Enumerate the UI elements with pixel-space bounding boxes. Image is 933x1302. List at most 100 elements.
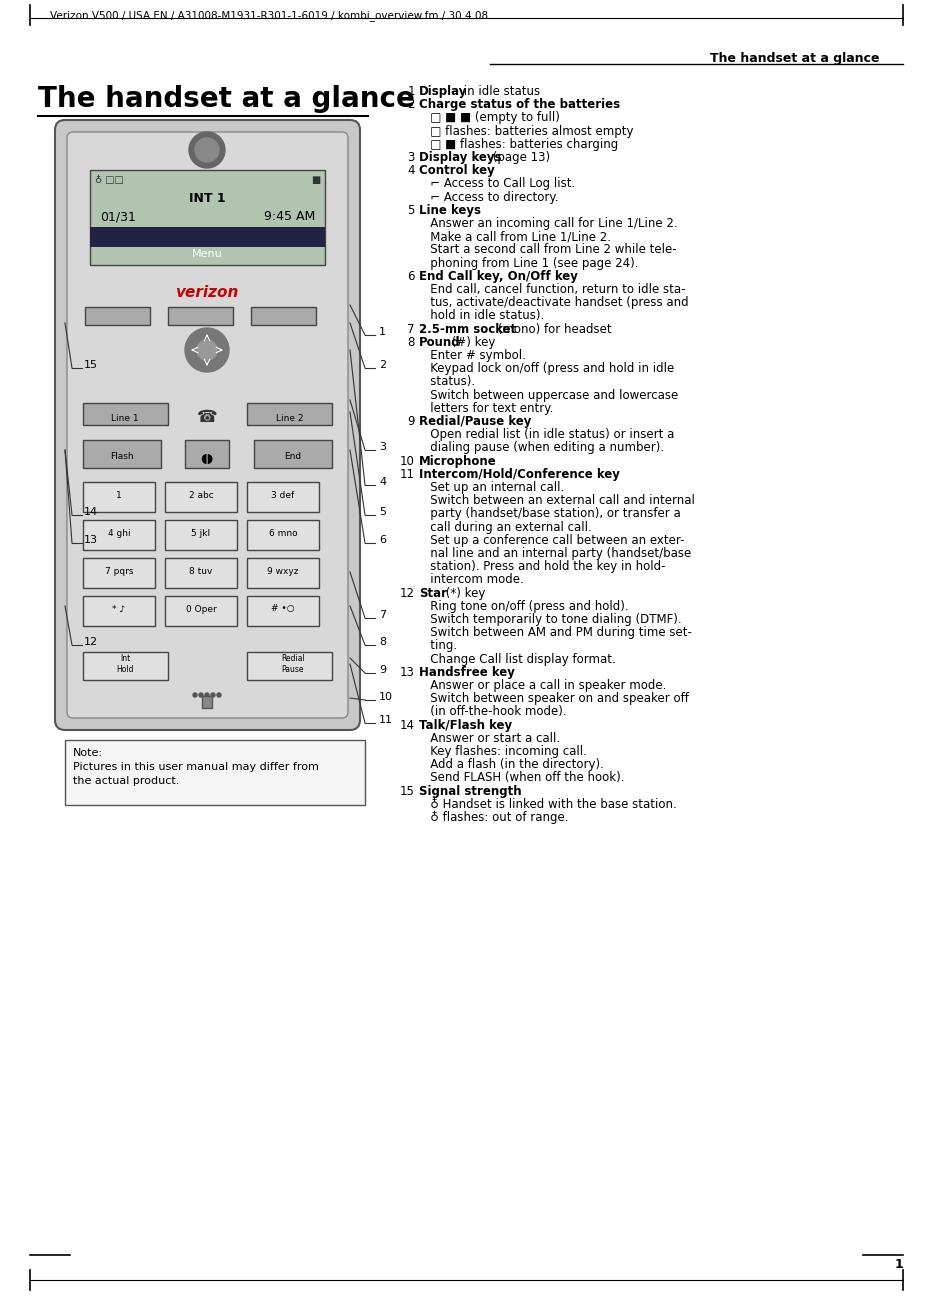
Text: Open redial list (in idle status) or insert a: Open redial list (in idle status) or ins… bbox=[419, 428, 675, 441]
Text: INT 1: INT 1 bbox=[188, 191, 225, 204]
Text: Charge status of the batteries: Charge status of the batteries bbox=[419, 98, 620, 111]
Text: Redial
Pause: Redial Pause bbox=[281, 655, 305, 673]
Text: The handset at a glance: The handset at a glance bbox=[38, 85, 415, 113]
Text: Send FLASH (when off the hook).: Send FLASH (when off the hook). bbox=[419, 771, 624, 784]
Text: 4 ghi: 4 ghi bbox=[107, 529, 131, 538]
Text: 9:45 AM: 9:45 AM bbox=[264, 210, 315, 223]
Text: (in off-the-hook mode).: (in off-the-hook mode). bbox=[419, 706, 566, 719]
Text: ◖◗: ◖◗ bbox=[201, 452, 214, 465]
FancyBboxPatch shape bbox=[55, 120, 360, 730]
Circle shape bbox=[217, 693, 221, 697]
Text: 6: 6 bbox=[408, 270, 415, 283]
Text: 2.5-mm socket: 2.5-mm socket bbox=[419, 323, 516, 336]
Text: status).: status). bbox=[419, 375, 475, 388]
Text: 7: 7 bbox=[408, 323, 415, 336]
Text: 8 tuv: 8 tuv bbox=[189, 566, 213, 575]
Text: ⌐ Access to Call Log list.: ⌐ Access to Call Log list. bbox=[419, 177, 576, 190]
Text: 9: 9 bbox=[408, 415, 415, 428]
Text: ■: ■ bbox=[311, 174, 320, 185]
Circle shape bbox=[185, 328, 229, 372]
Text: Menu: Menu bbox=[191, 249, 222, 259]
Text: □ ■ ■ (empty to full): □ ■ ■ (empty to full) bbox=[419, 112, 560, 125]
Text: Set up an internal call.: Set up an internal call. bbox=[419, 480, 564, 493]
Text: Switch between speaker on and speaker off: Switch between speaker on and speaker of… bbox=[419, 693, 689, 706]
Bar bbox=[83, 404, 168, 424]
Text: Answer an incoming call for Line 1/Line 2.: Answer an incoming call for Line 1/Line … bbox=[419, 217, 677, 230]
Bar bbox=[83, 559, 155, 589]
Text: * ♪: * ♪ bbox=[113, 604, 126, 613]
Text: Set up a conference call between an exter-: Set up a conference call between an exte… bbox=[419, 534, 685, 547]
Text: 10: 10 bbox=[379, 691, 393, 702]
Text: Handsfree key: Handsfree key bbox=[419, 665, 515, 678]
Text: (page 13): (page 13) bbox=[489, 151, 550, 164]
Text: nal line and an internal party (handset/base: nal line and an internal party (handset/… bbox=[419, 547, 691, 560]
Text: □ ■ flashes: batteries charging: □ ■ flashes: batteries charging bbox=[419, 138, 619, 151]
Text: (*) key: (*) key bbox=[442, 587, 485, 600]
Text: Switch between an external call and internal: Switch between an external call and inte… bbox=[419, 495, 695, 508]
Text: dialing pause (when editing a number).: dialing pause (when editing a number). bbox=[419, 441, 664, 454]
Circle shape bbox=[197, 340, 217, 359]
Text: Microphone: Microphone bbox=[419, 454, 496, 467]
Text: Switch between uppercase and lowercase: Switch between uppercase and lowercase bbox=[419, 388, 678, 401]
Text: 6: 6 bbox=[379, 535, 386, 546]
Text: ☎: ☎ bbox=[197, 408, 217, 426]
Text: 3 def: 3 def bbox=[272, 491, 295, 500]
Text: 13: 13 bbox=[400, 665, 415, 678]
Text: ting.: ting. bbox=[419, 639, 457, 652]
Text: 11: 11 bbox=[379, 715, 393, 725]
Bar bbox=[83, 519, 155, 549]
Text: letters for text entry.: letters for text entry. bbox=[419, 402, 553, 415]
Bar bbox=[83, 596, 155, 626]
Bar bbox=[83, 482, 155, 512]
Text: 2: 2 bbox=[408, 98, 415, 111]
FancyBboxPatch shape bbox=[67, 132, 348, 717]
Text: Make a call from Line 1/Line 2.: Make a call from Line 1/Line 2. bbox=[419, 230, 611, 243]
Text: verizon: verizon bbox=[175, 285, 239, 299]
Bar bbox=[165, 596, 237, 626]
Bar bbox=[165, 482, 237, 512]
Text: Int
Hold: Int Hold bbox=[117, 655, 133, 673]
Bar bbox=[168, 307, 233, 326]
Text: Switch between AM and PM during time set-: Switch between AM and PM during time set… bbox=[419, 626, 692, 639]
Text: 0 Oper: 0 Oper bbox=[186, 604, 216, 613]
Text: Star: Star bbox=[419, 587, 447, 600]
Text: ♁ □□: ♁ □□ bbox=[95, 174, 124, 185]
Text: Key flashes: incoming call.: Key flashes: incoming call. bbox=[419, 745, 587, 758]
Text: End: End bbox=[285, 452, 301, 461]
Bar bbox=[254, 440, 332, 467]
Text: Note:
Pictures in this user manual may differ from
the actual product.: Note: Pictures in this user manual may d… bbox=[73, 749, 319, 786]
Text: Ring tone on/off (press and hold).: Ring tone on/off (press and hold). bbox=[419, 600, 629, 613]
Text: Control key: Control key bbox=[419, 164, 494, 177]
Text: station). Press and hold the key in hold-: station). Press and hold the key in hold… bbox=[419, 560, 665, 573]
Circle shape bbox=[195, 138, 219, 161]
Text: 2: 2 bbox=[379, 359, 386, 370]
Text: 13: 13 bbox=[84, 535, 98, 546]
Bar bbox=[247, 652, 332, 680]
Text: Pound: Pound bbox=[419, 336, 461, 349]
Text: 9 wxyz: 9 wxyz bbox=[267, 566, 299, 575]
Text: Verizon V500 / USA EN / A31008-M1931-R301-1-6019 / kombi_overview.fm / 30.4.08: Verizon V500 / USA EN / A31008-M1931-R30… bbox=[50, 10, 488, 21]
Text: ♁ Handset is linked with the base station.: ♁ Handset is linked with the base statio… bbox=[419, 798, 676, 811]
Circle shape bbox=[193, 693, 197, 697]
Bar bbox=[165, 559, 237, 589]
Circle shape bbox=[205, 693, 209, 697]
Text: Change Call list display format.: Change Call list display format. bbox=[419, 652, 616, 665]
Bar bbox=[247, 559, 319, 589]
Text: Start a second call from Line 2 while tele-: Start a second call from Line 2 while te… bbox=[419, 243, 676, 256]
Bar bbox=[90, 171, 325, 266]
Text: (#) key: (#) key bbox=[448, 336, 495, 349]
Text: ♁ flashes: out of range.: ♁ flashes: out of range. bbox=[419, 811, 568, 824]
Text: Talk/Flash key: Talk/Flash key bbox=[419, 719, 512, 732]
Bar bbox=[247, 519, 319, 549]
Text: Display: Display bbox=[419, 85, 467, 98]
Text: Answer or start a call.: Answer or start a call. bbox=[419, 732, 560, 745]
Text: 1: 1 bbox=[116, 491, 122, 500]
Text: 15: 15 bbox=[400, 785, 415, 798]
Bar bbox=[247, 404, 332, 424]
Text: Answer or place a call in speaker mode.: Answer or place a call in speaker mode. bbox=[419, 680, 666, 691]
Text: Redial/Pause key: Redial/Pause key bbox=[419, 415, 532, 428]
Text: 5 jkl: 5 jkl bbox=[191, 529, 211, 538]
Text: 3: 3 bbox=[379, 441, 386, 452]
Text: 1: 1 bbox=[379, 327, 386, 337]
Text: Switch temporarily to tone dialing (DTMF).: Switch temporarily to tone dialing (DTMF… bbox=[419, 613, 682, 626]
